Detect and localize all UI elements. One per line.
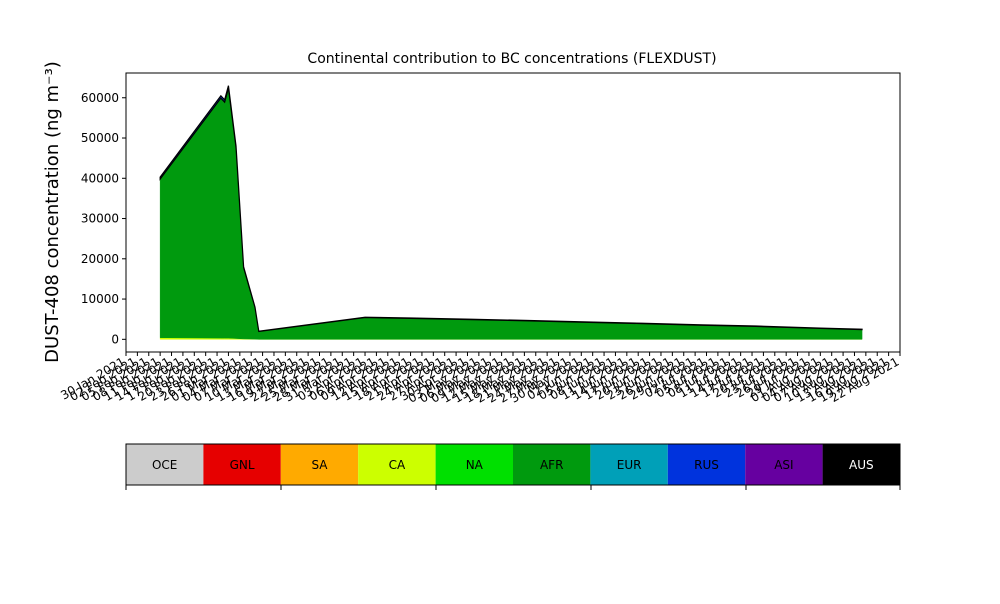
colorbar-cell bbox=[280, 444, 359, 485]
colorbar-cell bbox=[435, 444, 513, 485]
colorbar-label: GNL bbox=[230, 458, 255, 472]
colorbar-cell bbox=[822, 444, 900, 485]
colorbar-label: OCE bbox=[152, 458, 177, 472]
colorbar-ticks bbox=[125, 485, 901, 490]
colorbar-cell bbox=[590, 444, 668, 485]
colorbar-label: NA bbox=[466, 458, 484, 472]
colorbar-cell bbox=[126, 444, 204, 485]
colorbar-label: AFR bbox=[540, 458, 563, 472]
y-tick-label: 20000 bbox=[81, 252, 119, 266]
y-tick-label: 10000 bbox=[81, 292, 119, 306]
colorbar-label: CA bbox=[389, 458, 406, 472]
colorbar-label: RUS bbox=[694, 458, 719, 472]
colorbar-label: AUS bbox=[849, 458, 874, 472]
y-axis-label: DUST-408 concentration (ng m⁻³) bbox=[42, 61, 63, 363]
area bbox=[159, 88, 863, 340]
colorbar-label: EUR bbox=[617, 458, 642, 472]
chart-title: Continental contribution to BC concentra… bbox=[307, 51, 716, 67]
colorbar-label: ASI bbox=[774, 458, 793, 472]
plot-frame bbox=[125, 72, 901, 353]
area bbox=[159, 85, 863, 333]
y-tick-label: 50000 bbox=[81, 131, 119, 145]
colorbar-cell bbox=[513, 444, 591, 485]
colorbar-label: SA bbox=[311, 458, 328, 472]
y-tick-label: 60000 bbox=[81, 91, 119, 105]
y-tick-label: 40000 bbox=[81, 171, 119, 185]
colorbar-cell bbox=[358, 444, 436, 485]
colorbar-cell bbox=[203, 444, 281, 485]
colorbar-cell bbox=[745, 444, 823, 485]
colorbar-frame bbox=[125, 443, 901, 486]
y-tick-label: 30000 bbox=[81, 212, 119, 226]
y-tick-label: 0 bbox=[111, 332, 119, 346]
colorbar-cell bbox=[667, 444, 746, 485]
